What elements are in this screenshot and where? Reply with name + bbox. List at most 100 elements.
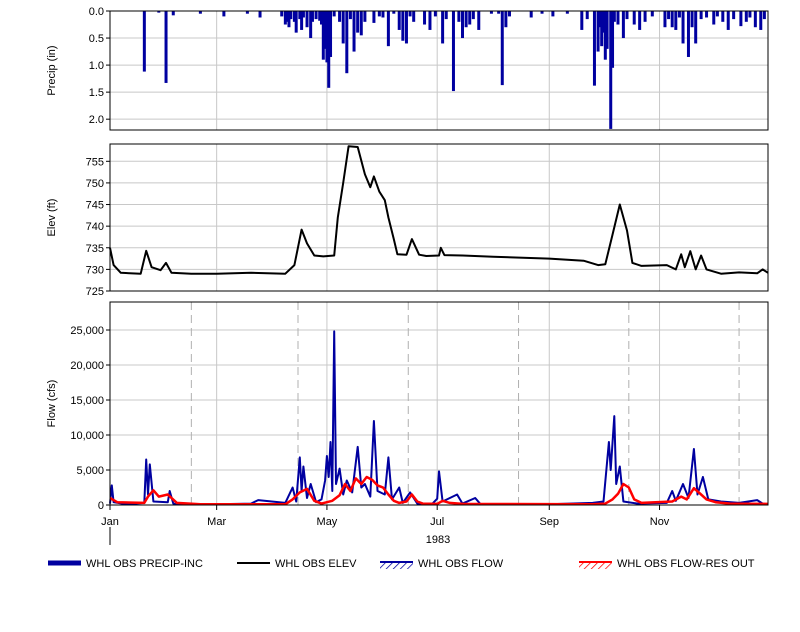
- precip-bar: [638, 11, 642, 30]
- elev-ytick-label: 730: [86, 264, 104, 276]
- precip-bar: [300, 11, 304, 30]
- legend-label-3: WHL OBS FLOW-RES OUT: [617, 558, 755, 570]
- precip-bar: [681, 11, 685, 44]
- precip-bar: [332, 11, 336, 17]
- precip-bar: [280, 11, 284, 17]
- legend-label-2: WHL OBS FLOW: [418, 558, 504, 570]
- precip-bar: [441, 11, 445, 44]
- precip-bar: [198, 11, 202, 14]
- precip-bar: [289, 11, 293, 20]
- flow-ytick-label: 5,000: [76, 465, 104, 477]
- precip-bar: [726, 11, 730, 30]
- precip-bar: [318, 11, 322, 21]
- precip-bar: [292, 11, 296, 22]
- precip-bar: [305, 11, 309, 28]
- precip-bar: [477, 11, 481, 30]
- precip-bar: [372, 11, 376, 23]
- precip-bar: [294, 11, 298, 33]
- precip-bar: [667, 11, 671, 20]
- precip-bar: [285, 11, 289, 22]
- precip-bar: [497, 11, 501, 14]
- elev-ytick-label: 755: [86, 156, 104, 168]
- flow-ytick-label: 25,000: [70, 325, 104, 337]
- x-tick-label: Mar: [207, 516, 226, 528]
- precip-bar: [171, 11, 175, 16]
- precip-bar: [540, 11, 544, 14]
- precip-bar: [428, 11, 432, 30]
- flow-series-0-line: [109, 330, 769, 506]
- precip-bar: [605, 11, 609, 49]
- precip-bar: [245, 11, 249, 14]
- legend-swatch-hatch-3: [579, 562, 612, 569]
- precip-bar: [612, 11, 616, 22]
- precip-bar: [392, 11, 396, 14]
- precip-bar: [397, 11, 401, 30]
- precip-bar: [301, 11, 305, 18]
- precip-bar: [464, 11, 468, 28]
- legend-label-1: WHL OBS ELEV: [275, 558, 357, 570]
- x-tick-label: May: [317, 516, 338, 528]
- precip-bar: [650, 11, 654, 17]
- precip-bar: [348, 11, 352, 20]
- elev-ylabel: Elev (ft): [46, 199, 58, 237]
- flow-ytick-label: 20,000: [70, 360, 104, 372]
- flow-ytick-label: 10,000: [70, 430, 104, 442]
- precip-ytick-label: 0.0: [89, 6, 104, 18]
- precip-bar: [744, 11, 748, 22]
- precip-bar: [381, 11, 385, 18]
- precip-bar: [643, 11, 647, 22]
- precip-bar: [759, 11, 763, 30]
- flow-ytick-label: 15,000: [70, 395, 104, 407]
- precip-bar: [309, 11, 313, 39]
- precip-bar: [310, 11, 314, 22]
- precip-bar: [500, 11, 504, 86]
- precip-bar: [338, 11, 342, 22]
- precip-bar: [677, 11, 681, 18]
- precip-bar: [341, 11, 345, 44]
- precip-bar: [663, 11, 667, 28]
- elev-ytick-label: 740: [86, 221, 104, 233]
- precip-bar: [433, 11, 437, 17]
- precip-bar: [632, 11, 636, 25]
- precip-bar: [611, 11, 615, 68]
- precip-bar: [739, 11, 743, 27]
- precip-bar: [596, 11, 600, 52]
- precip-bar: [345, 11, 349, 74]
- precip-bar: [694, 11, 698, 44]
- precip-bar: [712, 11, 716, 25]
- precip-bar: [732, 11, 736, 20]
- precip-bar: [323, 11, 327, 49]
- precip-bar: [670, 11, 674, 28]
- precip-ylabel: Precip (in): [46, 45, 58, 95]
- precip-ytick-label: 0.5: [89, 33, 104, 45]
- precip-bar: [686, 11, 690, 57]
- precip-bar: [444, 11, 448, 20]
- precip-bar: [602, 11, 605, 33]
- precip-bar: [327, 11, 331, 88]
- elev-ytick-label: 725: [86, 286, 104, 298]
- precip-bar: [721, 11, 725, 22]
- flow-series-1-line: [109, 475, 769, 506]
- precip-bar: [359, 11, 363, 36]
- flow-ylabel: Flow (cfs): [46, 380, 58, 428]
- precip-bar: [762, 11, 766, 20]
- precip-bar: [457, 11, 461, 22]
- precip-bar: [298, 11, 302, 20]
- precip-bar: [157, 11, 161, 13]
- flow-ytick-label: 0: [98, 500, 104, 512]
- precip-bar: [598, 11, 602, 28]
- precip-bar: [314, 11, 318, 20]
- precip-bar: [715, 11, 719, 17]
- precip-bar: [603, 11, 607, 60]
- precip-bar: [674, 11, 678, 30]
- precip-bar: [142, 11, 146, 72]
- precip-bar: [451, 11, 455, 92]
- flow-frame: [109, 301, 769, 506]
- precip-bar: [690, 11, 694, 28]
- precip-bar: [283, 11, 287, 25]
- precip-bar: [287, 11, 291, 28]
- precip-bar: [386, 11, 390, 47]
- year-label: 1983: [426, 534, 450, 546]
- precip-bar: [748, 11, 752, 18]
